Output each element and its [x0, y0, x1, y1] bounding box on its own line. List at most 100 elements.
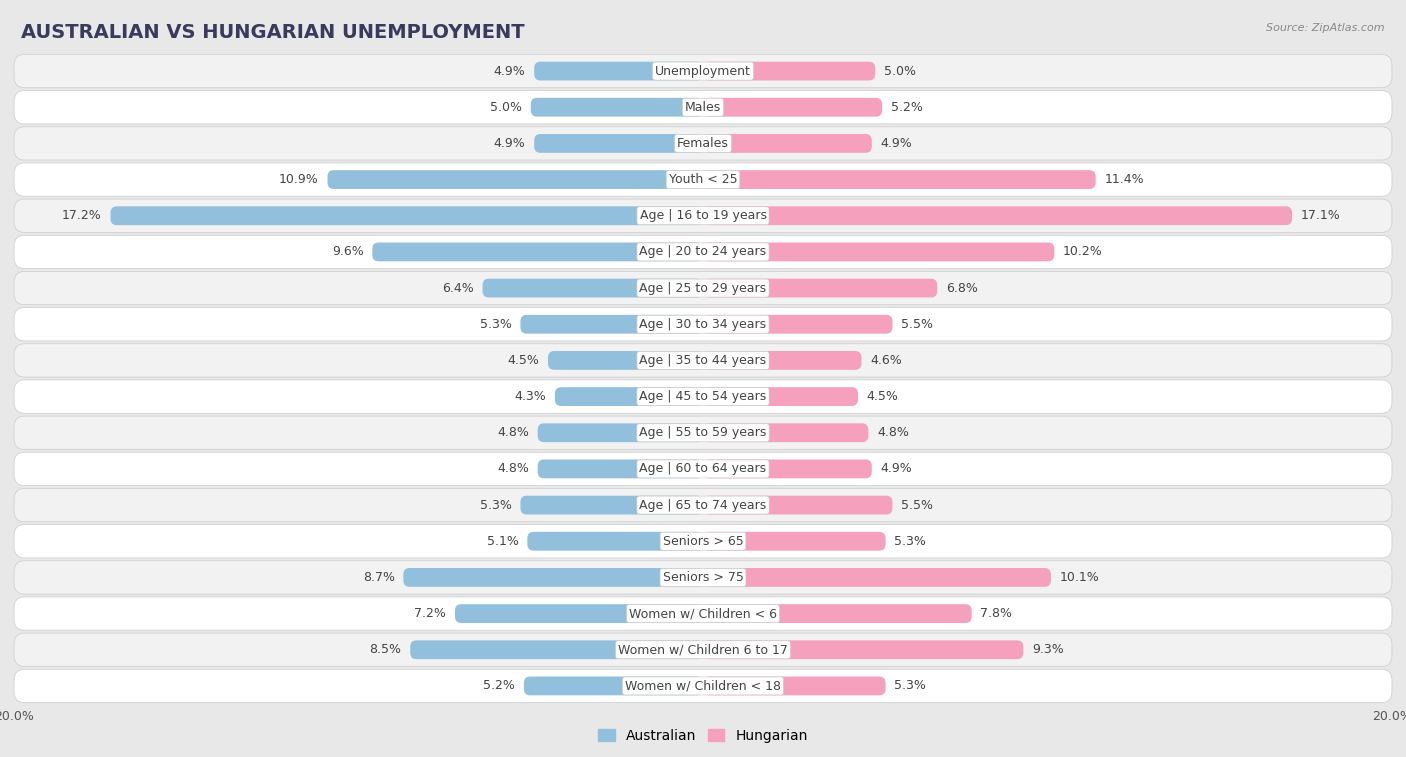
Text: Women w/ Children < 18: Women w/ Children < 18 — [626, 680, 780, 693]
Legend: Australian, Hungarian: Australian, Hungarian — [599, 729, 807, 743]
FancyBboxPatch shape — [703, 279, 938, 298]
Text: 4.9%: 4.9% — [494, 64, 526, 77]
Text: 5.3%: 5.3% — [479, 318, 512, 331]
FancyBboxPatch shape — [703, 387, 858, 406]
FancyBboxPatch shape — [14, 561, 1392, 594]
FancyBboxPatch shape — [14, 307, 1392, 341]
FancyBboxPatch shape — [531, 98, 703, 117]
FancyBboxPatch shape — [703, 640, 1024, 659]
FancyBboxPatch shape — [703, 134, 872, 153]
Text: 17.1%: 17.1% — [1301, 209, 1340, 223]
Text: 5.5%: 5.5% — [901, 499, 934, 512]
Text: 4.9%: 4.9% — [880, 463, 912, 475]
FancyBboxPatch shape — [703, 604, 972, 623]
FancyBboxPatch shape — [703, 98, 882, 117]
Text: 4.8%: 4.8% — [498, 463, 529, 475]
FancyBboxPatch shape — [14, 452, 1392, 485]
Text: 5.3%: 5.3% — [894, 534, 927, 548]
Text: 10.2%: 10.2% — [1063, 245, 1102, 258]
Text: 6.8%: 6.8% — [946, 282, 977, 294]
FancyBboxPatch shape — [14, 597, 1392, 631]
FancyBboxPatch shape — [524, 677, 703, 696]
Text: Age | 30 to 34 years: Age | 30 to 34 years — [640, 318, 766, 331]
Text: Age | 20 to 24 years: Age | 20 to 24 years — [640, 245, 766, 258]
Text: Women w/ Children 6 to 17: Women w/ Children 6 to 17 — [619, 643, 787, 656]
FancyBboxPatch shape — [14, 163, 1392, 196]
Text: Age | 16 to 19 years: Age | 16 to 19 years — [640, 209, 766, 223]
Text: 4.8%: 4.8% — [877, 426, 908, 439]
FancyBboxPatch shape — [520, 315, 703, 334]
Text: 4.6%: 4.6% — [870, 354, 901, 367]
FancyBboxPatch shape — [14, 235, 1392, 269]
Text: 7.2%: 7.2% — [415, 607, 446, 620]
Text: Age | 35 to 44 years: Age | 35 to 44 years — [640, 354, 766, 367]
Text: Males: Males — [685, 101, 721, 114]
Text: Females: Females — [678, 137, 728, 150]
FancyBboxPatch shape — [404, 568, 703, 587]
FancyBboxPatch shape — [14, 380, 1392, 413]
FancyBboxPatch shape — [14, 199, 1392, 232]
FancyBboxPatch shape — [328, 170, 703, 189]
FancyBboxPatch shape — [373, 242, 703, 261]
Text: 4.5%: 4.5% — [508, 354, 540, 367]
Text: Age | 60 to 64 years: Age | 60 to 64 years — [640, 463, 766, 475]
Text: 4.8%: 4.8% — [498, 426, 529, 439]
Text: 5.5%: 5.5% — [901, 318, 934, 331]
FancyBboxPatch shape — [14, 55, 1392, 88]
FancyBboxPatch shape — [520, 496, 703, 515]
Text: 8.5%: 8.5% — [370, 643, 402, 656]
Text: 5.3%: 5.3% — [894, 680, 927, 693]
Text: Women w/ Children < 6: Women w/ Children < 6 — [628, 607, 778, 620]
Text: 6.4%: 6.4% — [441, 282, 474, 294]
Text: 17.2%: 17.2% — [62, 209, 101, 223]
FancyBboxPatch shape — [703, 170, 1095, 189]
FancyBboxPatch shape — [527, 532, 703, 550]
Text: 8.7%: 8.7% — [363, 571, 395, 584]
FancyBboxPatch shape — [14, 488, 1392, 522]
FancyBboxPatch shape — [482, 279, 703, 298]
FancyBboxPatch shape — [548, 351, 703, 370]
Text: 5.3%: 5.3% — [479, 499, 512, 512]
FancyBboxPatch shape — [14, 416, 1392, 450]
Text: 5.2%: 5.2% — [484, 680, 515, 693]
FancyBboxPatch shape — [703, 315, 893, 334]
FancyBboxPatch shape — [703, 532, 886, 550]
Text: 4.9%: 4.9% — [880, 137, 912, 150]
FancyBboxPatch shape — [14, 525, 1392, 558]
Text: 5.2%: 5.2% — [891, 101, 922, 114]
FancyBboxPatch shape — [14, 91, 1392, 124]
FancyBboxPatch shape — [703, 496, 893, 515]
Text: 11.4%: 11.4% — [1104, 173, 1144, 186]
FancyBboxPatch shape — [534, 134, 703, 153]
FancyBboxPatch shape — [703, 351, 862, 370]
Text: Age | 45 to 54 years: Age | 45 to 54 years — [640, 390, 766, 403]
Text: Unemployment: Unemployment — [655, 64, 751, 77]
FancyBboxPatch shape — [703, 568, 1050, 587]
FancyBboxPatch shape — [14, 669, 1392, 702]
FancyBboxPatch shape — [703, 459, 872, 478]
FancyBboxPatch shape — [14, 633, 1392, 666]
Text: 7.8%: 7.8% — [980, 607, 1012, 620]
FancyBboxPatch shape — [537, 423, 703, 442]
Text: 4.3%: 4.3% — [515, 390, 547, 403]
Text: 10.1%: 10.1% — [1060, 571, 1099, 584]
FancyBboxPatch shape — [534, 61, 703, 80]
Text: 5.0%: 5.0% — [491, 101, 522, 114]
Text: Seniors > 75: Seniors > 75 — [662, 571, 744, 584]
Text: 10.9%: 10.9% — [280, 173, 319, 186]
FancyBboxPatch shape — [537, 459, 703, 478]
Text: Source: ZipAtlas.com: Source: ZipAtlas.com — [1267, 23, 1385, 33]
FancyBboxPatch shape — [411, 640, 703, 659]
Text: 4.9%: 4.9% — [494, 137, 526, 150]
Text: Youth < 25: Youth < 25 — [669, 173, 737, 186]
FancyBboxPatch shape — [14, 126, 1392, 160]
Text: 5.1%: 5.1% — [486, 534, 519, 548]
Text: 4.5%: 4.5% — [866, 390, 898, 403]
Text: Age | 25 to 29 years: Age | 25 to 29 years — [640, 282, 766, 294]
FancyBboxPatch shape — [14, 272, 1392, 305]
FancyBboxPatch shape — [703, 242, 1054, 261]
FancyBboxPatch shape — [456, 604, 703, 623]
FancyBboxPatch shape — [703, 423, 869, 442]
FancyBboxPatch shape — [111, 207, 703, 225]
FancyBboxPatch shape — [555, 387, 703, 406]
